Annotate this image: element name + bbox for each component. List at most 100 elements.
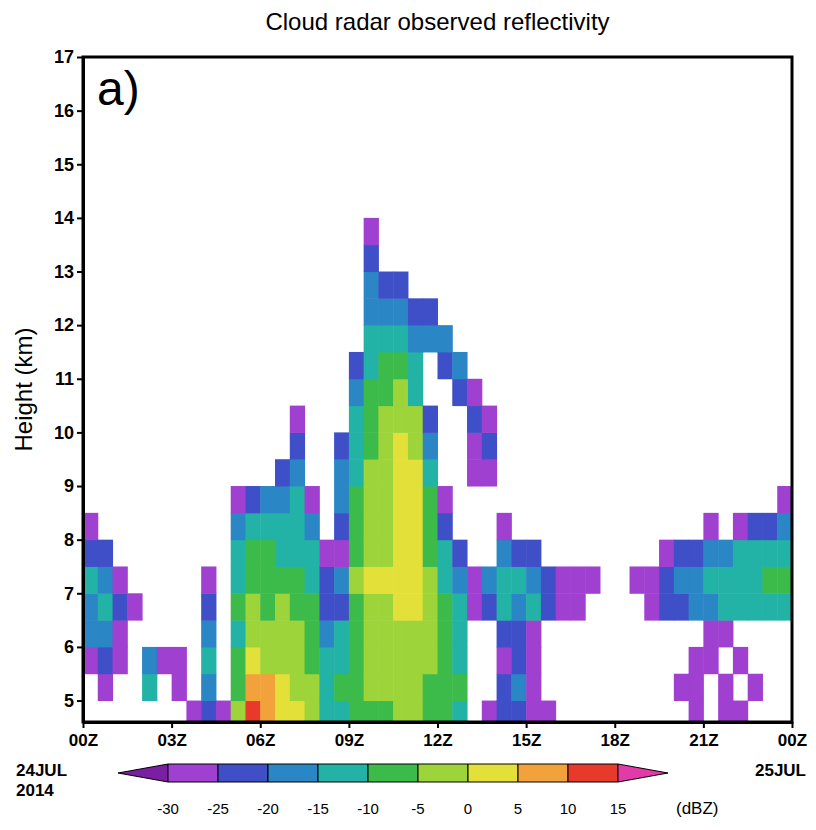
- heatmap-cell: [482, 459, 497, 486]
- heatmap-cell: [157, 647, 172, 674]
- heatmap-cell: [275, 620, 290, 647]
- heatmap-cell: [438, 620, 453, 647]
- heatmap-cell: [777, 540, 792, 567]
- y-tick-mark: [77, 217, 83, 219]
- heatmap-cell: [260, 593, 275, 620]
- heatmap-cell: [305, 593, 320, 620]
- heatmap-cell: [718, 593, 733, 620]
- heatmap-cell: [689, 566, 704, 593]
- heatmap-cell: [408, 674, 423, 701]
- heatmap-cell: [408, 701, 423, 722]
- y-axis: 567891011121314151617: [54, 47, 84, 722]
- heatmap-cell: [275, 674, 290, 701]
- y-tick: 9: [64, 476, 83, 496]
- heatmap-cell: [364, 647, 379, 674]
- heatmap-cell: [349, 593, 364, 620]
- heatmap-cell: [378, 566, 393, 593]
- heatmap-cell: [467, 593, 482, 620]
- heatmap-cell: [349, 406, 364, 433]
- heatmap-cell: [408, 593, 423, 620]
- colorbar-tick-label: -20: [257, 800, 279, 817]
- heatmap-cell: [378, 432, 393, 459]
- heatmap-cell: [482, 566, 497, 593]
- heatmap-cell: [689, 647, 704, 674]
- x-tick-mark: [437, 722, 439, 728]
- x-tick-mark: [171, 722, 173, 728]
- heatmap-cell: [393, 406, 408, 433]
- heatmap-cell: [467, 379, 482, 406]
- heatmap-cell: [762, 593, 777, 620]
- heatmap-cell: [290, 593, 305, 620]
- heatmap-cell: [408, 459, 423, 486]
- heatmap-cell: [438, 513, 453, 540]
- heatmap-cell: [319, 701, 334, 722]
- heatmap-cell: [98, 540, 113, 567]
- heatmap-cell: [231, 540, 246, 567]
- heatmap-cell: [216, 701, 231, 722]
- heatmap-cell: [497, 674, 512, 701]
- heatmap-cell: [689, 540, 704, 567]
- heatmap-cell: [511, 674, 526, 701]
- heatmap-cell: [482, 406, 497, 433]
- heatmap-cell: [452, 352, 467, 379]
- heatmap-cell: [703, 620, 718, 647]
- heatmap-cell: [378, 647, 393, 674]
- heatmap-cell: [378, 272, 393, 299]
- heatmap-cell: [334, 620, 349, 647]
- y-tick: 5: [64, 691, 83, 711]
- heatmap-cell: [393, 352, 408, 379]
- heatmap-cell: [305, 674, 320, 701]
- y-tick-mark: [77, 378, 83, 380]
- heatmap-cell: [467, 459, 482, 486]
- heatmap-cell: [393, 566, 408, 593]
- heatmap-cell: [748, 593, 763, 620]
- y-tick: 11: [55, 369, 83, 389]
- colorbar-segment: [268, 764, 318, 782]
- heatmap-cell: [393, 486, 408, 513]
- heatmap-cell: [703, 566, 718, 593]
- heatmap-cell: [438, 352, 453, 379]
- heatmap-cell: [364, 245, 379, 272]
- heatmap-cell: [497, 540, 512, 567]
- heatmap-cell: [127, 593, 142, 620]
- heatmap-cell: [113, 647, 128, 674]
- heatmap-cell: [231, 620, 246, 647]
- heatmap-cell: [378, 406, 393, 433]
- heatmap-cell: [718, 701, 733, 722]
- heatmap-cell: [762, 540, 777, 567]
- heatmap-cell: [364, 406, 379, 433]
- heatmap-cell: [319, 647, 334, 674]
- heatmap-cell: [334, 593, 349, 620]
- heatmap-cell: [260, 540, 275, 567]
- heatmap-cell: [349, 701, 364, 722]
- heatmap-cell: [467, 432, 482, 459]
- y-tick-label: 16: [54, 101, 74, 121]
- heatmap-cell: [630, 566, 645, 593]
- heatmap-cell: [526, 701, 541, 722]
- y-tick-mark: [77, 539, 83, 541]
- heatmap-cell: [423, 620, 438, 647]
- heatmap-cell: [275, 593, 290, 620]
- heatmap-cell: [777, 593, 792, 620]
- heatmap-cell: [497, 647, 512, 674]
- heatmap-cell: [334, 486, 349, 513]
- heatmap-cell: [260, 566, 275, 593]
- heatmap-cell: [703, 540, 718, 567]
- panel-label: a): [97, 62, 140, 115]
- heatmap-cell: [275, 459, 290, 486]
- heatmap-cells: [83, 218, 792, 722]
- heatmap-cell: [290, 540, 305, 567]
- heatmap-cell: [423, 674, 438, 701]
- x-tick-mark: [703, 722, 705, 728]
- heatmap-cell: [748, 674, 763, 701]
- y-tick-label: 11: [55, 369, 74, 389]
- heatmap-cell: [231, 674, 246, 701]
- heatmap-cell: [762, 513, 777, 540]
- y-tick: 7: [64, 584, 83, 604]
- y-tick-label: 8: [64, 530, 74, 550]
- x-tick-label: 06Z: [246, 731, 275, 750]
- y-tick: 16: [54, 101, 83, 121]
- heatmap-cell: [423, 513, 438, 540]
- heatmap-cell: [718, 674, 733, 701]
- heatmap-cell: [718, 540, 733, 567]
